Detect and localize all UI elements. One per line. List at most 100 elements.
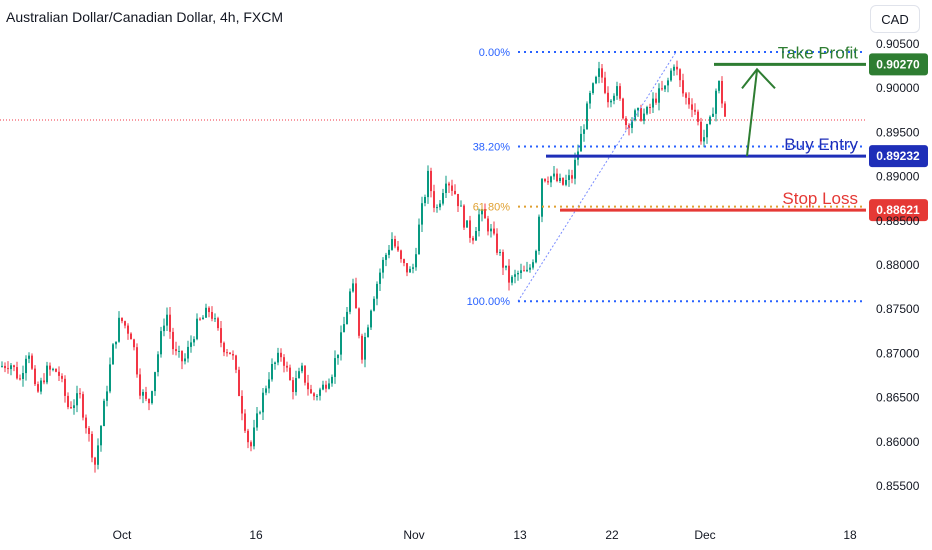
- candle: [721, 76, 723, 108]
- candle: [394, 235, 396, 249]
- candle-body: [331, 376, 333, 384]
- candle-body: [142, 392, 144, 396]
- time-axis[interactable]: Oct 16 Nov 13 22 Dec 18: [113, 528, 857, 542]
- candle-body: [475, 231, 477, 241]
- candle-body: [34, 368, 36, 385]
- stop-loss-price-value: 0.88621: [876, 203, 920, 217]
- price-tick-label: 0.87000: [876, 346, 920, 360]
- candle: [634, 108, 636, 122]
- candle: [685, 92, 687, 105]
- candle-body: [376, 283, 378, 299]
- candle: [571, 169, 573, 184]
- candle-body: [664, 85, 666, 90]
- candle: [169, 307, 171, 339]
- candle: [649, 103, 651, 114]
- candle-body: [97, 445, 99, 465]
- candle: [358, 307, 360, 339]
- candle-body: [229, 352, 231, 354]
- candle: [277, 347, 279, 366]
- candle: [529, 264, 531, 273]
- candle-body: [517, 273, 519, 275]
- fib-level-label: 61.80%: [473, 202, 511, 214]
- candle: [583, 124, 585, 142]
- candle-body: [472, 237, 474, 241]
- candle-body: [328, 383, 330, 389]
- candlestick-series: [0, 60, 866, 473]
- candle-body: [364, 337, 366, 360]
- candle: [172, 327, 174, 355]
- candle-body: [73, 405, 75, 408]
- candle: [154, 371, 156, 396]
- candle-body: [712, 113, 714, 117]
- candle-body: [46, 365, 48, 383]
- candle-body: [559, 177, 561, 181]
- fib-trend-line[interactable]: [517, 51, 677, 302]
- candle-body: [436, 207, 438, 209]
- candle-body: [352, 283, 354, 292]
- candle-body: [391, 239, 393, 250]
- candle-body: [433, 191, 435, 208]
- candle-body: [700, 121, 702, 142]
- candle-body: [649, 107, 651, 108]
- candle: [328, 378, 330, 390]
- price-tick-label: 0.86500: [876, 391, 920, 405]
- time-tick-label: Dec: [694, 528, 715, 542]
- candle-body: [724, 103, 726, 117]
- currency-button[interactable]: CAD: [870, 5, 920, 33]
- candle: [511, 275, 513, 286]
- trade-levels[interactable]: Take Profit 0.90270 Buy Entry 0.89232 Stop L…: [546, 43, 928, 222]
- candle-body: [508, 265, 510, 283]
- price-axis[interactable]: 0.90500 0.90000 0.89500 0.89000 0.88500 0.880…: [876, 37, 920, 493]
- candle: [379, 268, 381, 291]
- candle: [490, 224, 492, 238]
- candle-body: [4, 365, 6, 369]
- candle-body: [448, 183, 450, 186]
- candle-body: [157, 354, 159, 373]
- candle: [544, 178, 546, 183]
- candle-body: [532, 262, 534, 268]
- candle: [481, 206, 483, 222]
- candle-body: [103, 400, 105, 426]
- candle: [211, 306, 213, 322]
- candle: [55, 368, 57, 373]
- candle: [610, 99, 612, 108]
- candle-body: [718, 81, 720, 91]
- candle-body: [694, 109, 696, 112]
- candle-body: [661, 88, 663, 90]
- candle-body: [355, 283, 357, 309]
- candle: [94, 456, 96, 473]
- candle: [499, 249, 501, 256]
- candle: [547, 176, 549, 185]
- candle: [391, 232, 393, 251]
- candle-body: [457, 194, 459, 207]
- candle-body: [484, 209, 486, 219]
- candle: [31, 353, 33, 370]
- candle-body: [595, 76, 597, 84]
- fibonacci-retracement[interactable]: 0.00% 38.20% 61.80% 100.00%: [467, 47, 866, 308]
- candle-body: [631, 120, 633, 128]
- candle-body: [199, 318, 201, 320]
- candle: [100, 425, 102, 452]
- candle-body: [481, 209, 483, 215]
- candle: [238, 366, 240, 397]
- candle: [313, 392, 315, 401]
- candle-body: [139, 374, 141, 396]
- candle-body: [709, 116, 711, 124]
- candle: [13, 364, 15, 372]
- candle: [658, 83, 660, 111]
- candle: [91, 431, 93, 463]
- candle-body: [13, 365, 15, 368]
- candle-body: [565, 180, 567, 185]
- candle-body: [232, 354, 234, 356]
- time-tick-label: Oct: [113, 528, 132, 542]
- candle: [535, 249, 537, 264]
- candle: [283, 354, 285, 373]
- candle: [385, 252, 387, 267]
- candle-body: [601, 68, 603, 78]
- time-tick-label: 13: [513, 528, 527, 542]
- candle: [265, 385, 267, 396]
- candle-body: [646, 107, 648, 114]
- candle: [520, 263, 522, 279]
- candle-body: [259, 412, 261, 414]
